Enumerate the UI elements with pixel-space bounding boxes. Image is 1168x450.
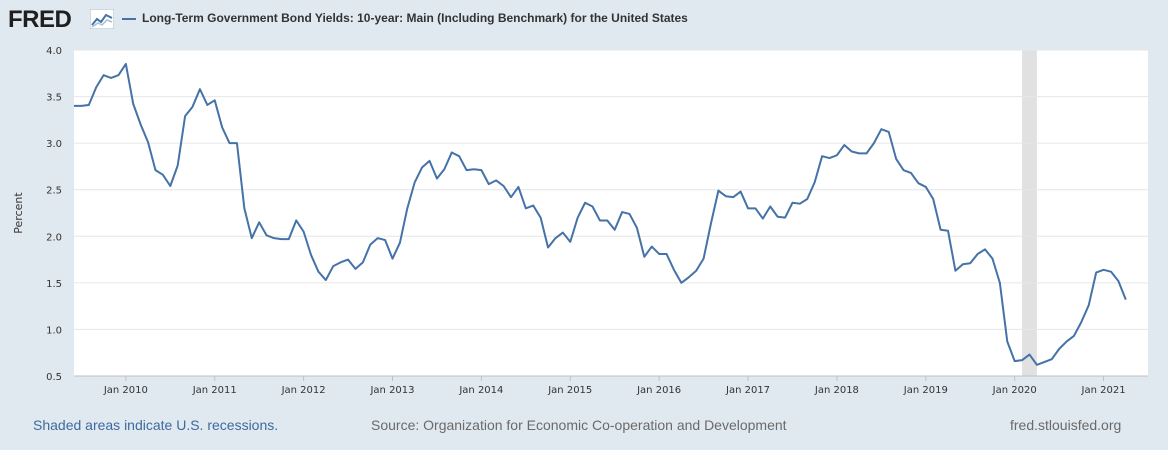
x-axis: Jan 2010 Jan 2011 Jan 2012 Jan 2013 Jan 2014… <box>74 375 1148 396</box>
series-layer <box>74 62 1127 366</box>
source-note: Source: Organization for Economic Co-ope… <box>371 417 787 433</box>
y-tick-label: 3.5 <box>46 93 62 104</box>
recession-band <box>1022 50 1037 376</box>
plot-area <box>74 50 1148 376</box>
x-tick-label: Jan 2017 <box>725 385 770 396</box>
chart-header: FRED Long-Term Government Bond Yields: 1… <box>0 0 1168 40</box>
x-tick-label: Jan 2015 <box>547 385 592 396</box>
fred-logo[interactable]: FRED <box>8 6 72 33</box>
y-axis: 0.5 1.0 1.5 2.0 2.5 3.0 3.5 4.0 <box>46 46 62 383</box>
x-tick-label: Jan 2010 <box>103 385 148 396</box>
x-tick-label: Jan 2016 <box>636 385 681 396</box>
site-link[interactable]: fred.stlouisfed.org <box>1010 417 1122 433</box>
x-tick-label: Jan 2020 <box>992 385 1037 396</box>
legend-swatch <box>122 18 136 20</box>
recession-note[interactable]: Shaded areas indicate U.S. recessions. <box>33 417 279 433</box>
x-tick-label: Jan 2013 <box>369 385 414 396</box>
y-tick-label: 0.5 <box>46 372 62 383</box>
line-chart: 0.51.01.52.02.53.03.54.0 Jan 2010 Jan 201… <box>12 46 1148 396</box>
x-tick-label: Jan 2014 <box>458 385 503 396</box>
y-tick-label: 3.0 <box>46 139 62 150</box>
x-tick-label: Jan 2011 <box>192 385 237 396</box>
y-axis-label: Percent <box>12 192 25 234</box>
x-tick-label: Jan 2018 <box>814 385 859 396</box>
y-tick-label: 2.5 <box>46 186 62 197</box>
legend-label[interactable]: Long-Term Government Bond Yields: 10-yea… <box>142 11 688 25</box>
fred-graph-icon <box>90 9 114 29</box>
x-tick-label: Jan 2021 <box>1081 385 1126 396</box>
y-tick-label: 2.0 <box>46 232 62 243</box>
x-tick-label: Jan 2019 <box>903 385 948 396</box>
recession-layer <box>1022 50 1037 376</box>
y-tick-label: 1.5 <box>46 279 62 290</box>
y-tick-label: 4.0 <box>46 46 62 57</box>
y-tick-label: 1.0 <box>46 325 62 336</box>
series-line[interactable] <box>74 62 1127 366</box>
x-tick-label: Jan 2012 <box>281 385 326 396</box>
